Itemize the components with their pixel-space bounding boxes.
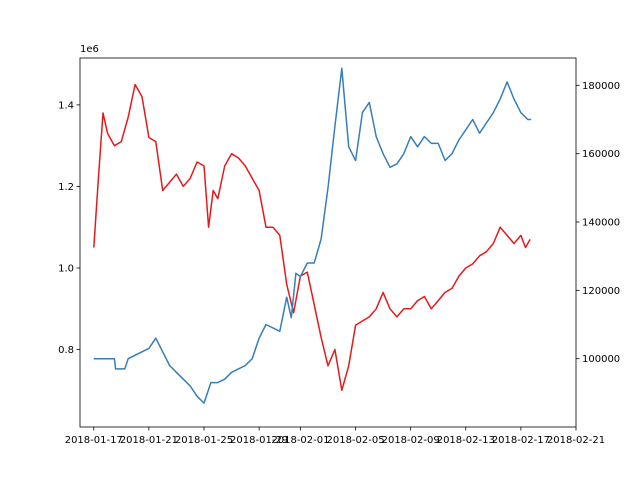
series-line-right [93, 67, 532, 404]
y-left-tick-label: 1.2 [58, 182, 74, 193]
x-tick-label: 2018-02-09 [382, 435, 440, 446]
y-left-offset-text: 1e6 [80, 44, 99, 55]
series-line-left [93, 83, 531, 392]
x-tick-label: 2018-02-17 [492, 435, 550, 446]
x-tick-label: 2018-02-21 [547, 435, 605, 446]
plot-frame [79, 57, 577, 428]
y-right-tick-label: 180000 [582, 81, 620, 92]
x-tick-label: 2018-02-13 [437, 435, 495, 446]
x-tick-label: 2018-02-05 [326, 435, 384, 446]
x-tick-label: 2018-01-29 [230, 435, 288, 446]
y-right-tick-label: 140000 [582, 218, 620, 229]
x-tick-label: 2018-01-21 [120, 435, 178, 446]
y-right-tick-label: 100000 [582, 354, 620, 365]
x-tick-label: 2018-01-17 [65, 435, 123, 446]
y-left-tick-label: 0.8 [58, 345, 74, 356]
x-tick-label: 2018-02-01 [271, 435, 329, 446]
plot-area [93, 67, 532, 404]
y-left-tick-label: 1.0 [58, 263, 74, 274]
y-right-tick-label: 120000 [582, 286, 620, 297]
axes: 2018-01-172018-01-212018-01-252018-01-29… [58, 57, 620, 446]
y-right-tick-label: 160000 [582, 149, 620, 160]
y-left-tick-label: 1.4 [58, 100, 74, 111]
x-tick-label: 2018-01-25 [175, 435, 233, 446]
